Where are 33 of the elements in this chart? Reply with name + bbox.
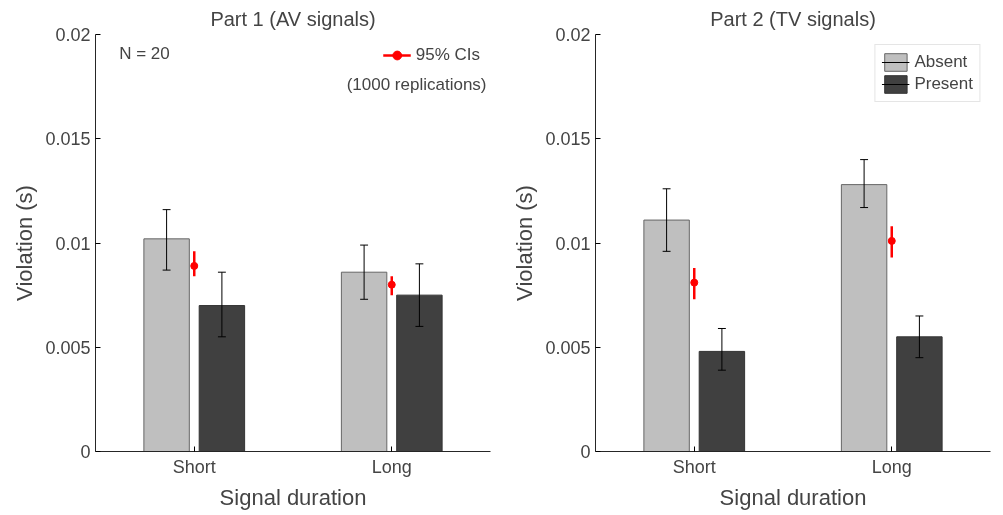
x-axis-title: Signal duration (719, 484, 867, 510)
chart-title: Part 1 (AV signals) (210, 7, 376, 30)
chart-title: Part 2 (TV signals) (710, 7, 876, 30)
bar (643, 219, 690, 452)
y-tick-label: 0.015 (545, 129, 591, 150)
y-tick-label: 0.005 (545, 337, 591, 358)
y-tick-label: 0.005 (45, 337, 91, 358)
bar (698, 350, 746, 452)
y-tick-label: 0.02 (555, 25, 591, 45)
y-tick-label: 0.015 (45, 129, 91, 150)
y-tick-label: 0.02 (55, 25, 91, 45)
bar (896, 336, 943, 452)
annotation: (1000 replications) (346, 75, 487, 95)
bar (143, 238, 190, 452)
bar (840, 184, 888, 452)
y-tick-label: 0 (80, 442, 91, 462)
legend-label: Absent (914, 52, 968, 72)
x-axis-title: Signal duration (219, 484, 367, 510)
legend-label: 95% CIs (415, 45, 480, 65)
x-tick-label: Short (672, 456, 716, 477)
x-tick-label: Short (172, 456, 216, 477)
x-tick-label: Long (371, 456, 412, 477)
bar (340, 271, 388, 452)
y-tick-label: 0.01 (555, 233, 591, 254)
y-axis-title: Violation (s) (512, 185, 538, 301)
y-tick-label: 0 (580, 442, 591, 462)
bar (198, 305, 246, 452)
y-axis-title: Violation (s) (12, 185, 38, 301)
bar (396, 294, 443, 452)
y-tick-label: 0.01 (55, 233, 91, 254)
annotation: N = 20 (119, 43, 170, 63)
legend-label: Present (914, 74, 973, 94)
x-tick-label: Long (871, 456, 912, 477)
